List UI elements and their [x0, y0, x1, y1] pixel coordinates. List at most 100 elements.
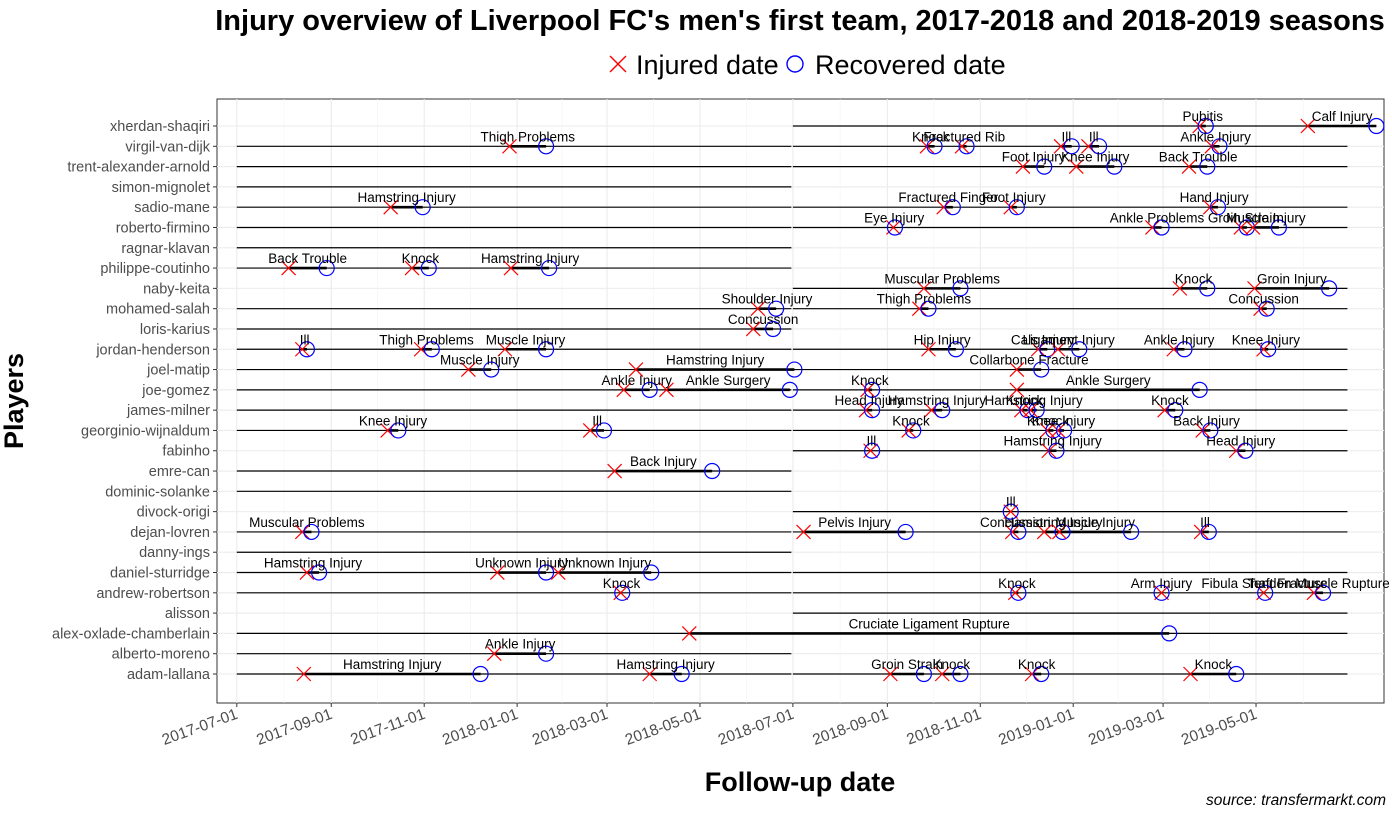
recovered-marker [303, 523, 320, 541]
recovered-marker [537, 645, 555, 662]
injury-label: Arm Injury [1131, 576, 1193, 591]
injured-marker [1009, 382, 1025, 398]
injury-label: Ankle Injury [1180, 129, 1251, 144]
injury-label: Hamstring Injury [343, 657, 442, 672]
injury-markers [281, 117, 1385, 683]
x-tick-label: 2017-11-01 [348, 706, 427, 749]
x-tick-label: 2017-07-01 [160, 706, 240, 749]
injury-label: Knock [1195, 657, 1233, 672]
injured-marker [299, 565, 315, 580]
y-tick-label: simon-mignolet [112, 180, 210, 196]
recovered-marker [537, 341, 555, 358]
injury-label: Thigh Problems [481, 129, 576, 144]
injury-label: Groin Strain [871, 657, 943, 672]
injured-marker [642, 666, 658, 682]
injury-label: Muscle Injury [486, 332, 566, 347]
injury-label: Hamstring Injury [1004, 515, 1103, 530]
injured-marker [1306, 585, 1322, 601]
y-tick-label: virgil-van-dijk [125, 139, 210, 155]
injured-marker [1036, 524, 1052, 540]
recovered-marker [768, 300, 785, 317]
injured-marker [1247, 280, 1262, 296]
x-tick-label: 2018-09-01 [810, 706, 890, 749]
injury-label: Pubitis [1182, 109, 1223, 124]
injury-label: Ankle Injury [1144, 332, 1215, 347]
injury-label: Hamstring Injury [1003, 434, 1102, 449]
recovered-marker [541, 259, 558, 277]
injury-label: Muscle Injury [440, 353, 520, 368]
x-tick-label: 2019-05-01 [1179, 706, 1259, 749]
recovered-marker [764, 320, 782, 338]
recovered-marker [1106, 158, 1123, 175]
injured-marker [1015, 159, 1031, 175]
injury-label: Hamstring Injury [617, 657, 716, 672]
recovered-marker [1314, 584, 1332, 601]
injury-label: Foot Injury [982, 190, 1046, 205]
recovered-marker [1039, 341, 1056, 358]
injured-marker [901, 423, 917, 438]
recovered-marker [786, 361, 803, 378]
y-tick-label: adam-lallana [127, 667, 211, 683]
injured-marker [1154, 585, 1169, 601]
injury-label: Thigh Problems [877, 292, 972, 307]
x-axis-title: Follow-up date [705, 767, 895, 797]
y-tick-label: danny-ings [139, 545, 210, 561]
recovered-marker [420, 259, 437, 277]
injury-label: Calf Injury [1312, 109, 1373, 124]
x-tick-label: 2019-01-01 [996, 706, 1076, 749]
injury-label: Cruciate Ligament Rupture [849, 616, 1010, 631]
injury-label: Back Injury [1173, 413, 1240, 428]
injury-label: Muscle Injury [1226, 210, 1306, 225]
injury-label: Ankle Problems [1110, 210, 1205, 225]
y-tick-label: joe-gomez [141, 383, 210, 399]
injured-marker [1181, 159, 1197, 175]
injury-label: Shoulder Injury [722, 292, 813, 307]
injured-marker [882, 666, 898, 682]
recovered-marker [537, 564, 555, 581]
recovered-marker [1368, 117, 1385, 135]
recovered-marker [1199, 158, 1216, 175]
recovered-marker [1161, 625, 1178, 642]
recovered-marker [472, 665, 489, 683]
injury-label: Knock [402, 251, 440, 266]
injury-label: Ill [1200, 515, 1210, 530]
recovered-marker [1002, 503, 1019, 520]
recovered-marker [318, 259, 335, 277]
injury-label: Fractured Rib [923, 129, 1005, 144]
injured-marker [911, 301, 927, 317]
injury-label: Collarbone Fracture [969, 353, 1088, 368]
injury-label: Ankle Surgery [1066, 373, 1151, 388]
injured-marker [404, 260, 420, 276]
injured-marker [916, 280, 932, 296]
recovered-marker [643, 564, 660, 581]
injury-label: Knock [1032, 413, 1070, 428]
injury-label: Hamstring Injury [666, 353, 765, 368]
injured-marker [659, 382, 674, 398]
injury-label: Concussion [728, 312, 799, 327]
injured-marker [1052, 524, 1067, 540]
injury-label: Knock [998, 576, 1036, 591]
recovered-marker [1033, 361, 1050, 378]
injury-label: Thigh Problems [379, 332, 474, 347]
recovered-marker [1048, 442, 1065, 459]
injury-label: Back Trouble [268, 251, 347, 266]
injury-label: Concussion [980, 515, 1051, 530]
injured-marker [1300, 118, 1316, 134]
recovered-marker [1191, 381, 1208, 398]
injury-label: Hand Injury [1180, 190, 1249, 205]
injured-marker [1024, 666, 1040, 682]
y-tick-label: joel-matip [146, 363, 210, 379]
injury-label: Hamstring Injury [984, 393, 1083, 408]
injured-marker [1233, 220, 1249, 235]
recovered-marker [1091, 138, 1108, 155]
injured-marker [1007, 585, 1023, 601]
recovered-marker [1167, 402, 1184, 419]
recovered-marker [1122, 523, 1140, 541]
injured-marker [486, 646, 502, 662]
injured-marker [1172, 280, 1188, 296]
recovered-marker [1063, 138, 1080, 155]
y-tick-label: georginio-wijnaldum [81, 423, 210, 439]
recovered-marker [1054, 523, 1071, 541]
y-tick-label: daniel-sturridge [110, 566, 210, 582]
